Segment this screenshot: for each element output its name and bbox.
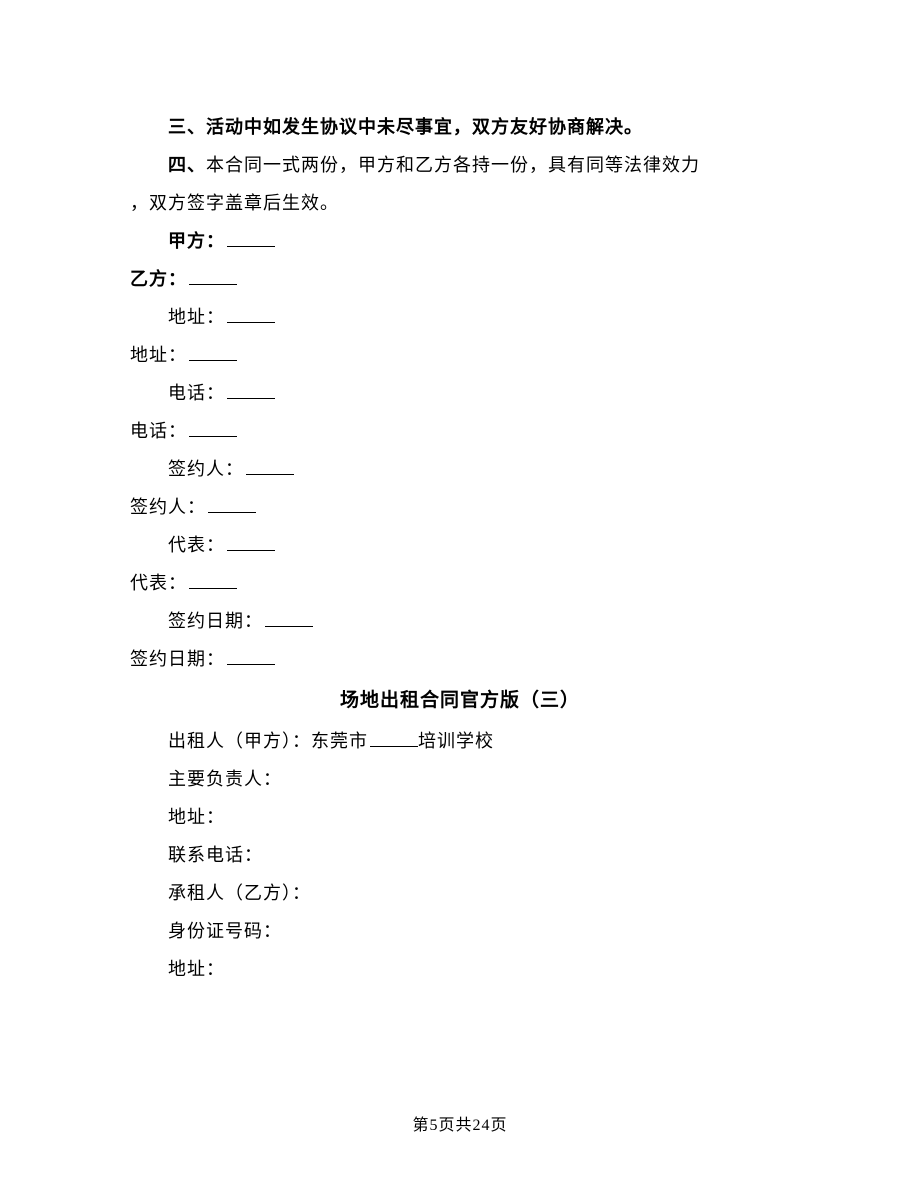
idcard-label: 身份证号码： xyxy=(168,921,282,941)
form-addr-line: 地址： xyxy=(130,798,790,836)
form-addr-label: 地址： xyxy=(168,807,225,827)
date2-label: 签约日期： xyxy=(130,649,225,669)
phone2-label: 电话： xyxy=(130,421,187,441)
signer2-line: 签约人： xyxy=(130,488,790,526)
title-text: 场地出租合同官方版（三） xyxy=(340,690,580,711)
addr1-line: 地址： xyxy=(130,298,790,336)
contact-label: 联系电话： xyxy=(168,845,263,865)
signer1-blank xyxy=(246,457,294,475)
party-a-blank xyxy=(227,229,275,247)
signer1-label: 签约人： xyxy=(168,459,244,479)
clause-4-line1: 四、本合同一式两份，甲方和乙方各持一份，具有同等法律效力 xyxy=(130,146,790,184)
phone2-line: 电话： xyxy=(130,412,790,450)
lessor-line: 出租人（甲方）：东莞市 培训学校 xyxy=(130,722,790,760)
addr1-label: 地址： xyxy=(168,307,225,327)
addr2-label: 地址： xyxy=(130,345,187,365)
date1-line: 签约日期： xyxy=(130,602,790,640)
section-title: 场地出租合同官方版（三） xyxy=(130,682,790,720)
addr2-blank xyxy=(189,343,237,361)
lessee-label: 承租人（乙方）： xyxy=(168,883,311,903)
document-page: 三、活动中如发生协议中未尽事宜，双方友好协商解决。 四、本合同一式两份，甲方和乙… xyxy=(0,0,920,988)
clause-3: 三、活动中如发生协议中未尽事宜，双方友好协商解决。 xyxy=(130,108,790,146)
rep1-label: 代表： xyxy=(168,535,225,555)
clause-4-prefix: 四、 xyxy=(168,155,206,175)
rep2-label: 代表： xyxy=(130,573,187,593)
clause-4-cont: ，双方签字盖章后生效。 xyxy=(130,193,339,213)
idcard-line: 身份证号码： xyxy=(130,912,790,950)
clause-4-body: 本合同一式两份，甲方和乙方各持一份，具有同等法律效力 xyxy=(206,155,700,175)
date2-blank xyxy=(227,647,275,665)
rep2-blank xyxy=(189,571,237,589)
lessor-blank xyxy=(370,729,418,747)
party-a-line: 甲方： xyxy=(130,222,790,260)
lessee-line: 承租人（乙方）： xyxy=(130,874,790,912)
clause-4-line2: ，双方签字盖章后生效。 xyxy=(130,184,790,222)
form-addr2-line: 地址： xyxy=(130,950,790,988)
clause-3-text: 三、活动中如发生协议中未尽事宜，双方友好协商解决。 xyxy=(168,117,643,137)
signer1-line: 签约人： xyxy=(130,450,790,488)
party-a-label: 甲方： xyxy=(168,231,225,251)
chief-label: 主要负责人： xyxy=(168,769,282,789)
lessor-prefix: 出租人（甲方）：东莞市 xyxy=(168,731,368,751)
party-b-blank xyxy=(189,267,237,285)
rep2-line: 代表： xyxy=(130,564,790,602)
form-addr2-label: 地址： xyxy=(168,959,225,979)
party-b-label: 乙方： xyxy=(130,269,187,289)
page-footer: 第5页共24页 xyxy=(0,1111,920,1135)
signer2-blank xyxy=(208,495,256,513)
contact-line: 联系电话： xyxy=(130,836,790,874)
addr1-blank xyxy=(227,305,275,323)
lessor-suffix: 培训学校 xyxy=(418,731,494,751)
date1-label: 签约日期： xyxy=(168,611,263,631)
phone2-blank xyxy=(189,419,237,437)
chief-line: 主要负责人： xyxy=(130,760,790,798)
phone1-blank xyxy=(227,381,275,399)
footer-text: 第5页共24页 xyxy=(412,1117,507,1134)
date1-blank xyxy=(265,609,313,627)
rep1-line: 代表： xyxy=(130,526,790,564)
phone1-line: 电话： xyxy=(130,374,790,412)
phone1-label: 电话： xyxy=(168,383,225,403)
signer2-label: 签约人： xyxy=(130,497,206,517)
rep1-blank xyxy=(227,533,275,551)
date2-line: 签约日期： xyxy=(130,640,790,678)
party-b-line: 乙方： xyxy=(130,260,790,298)
addr2-line: 地址： xyxy=(130,336,790,374)
